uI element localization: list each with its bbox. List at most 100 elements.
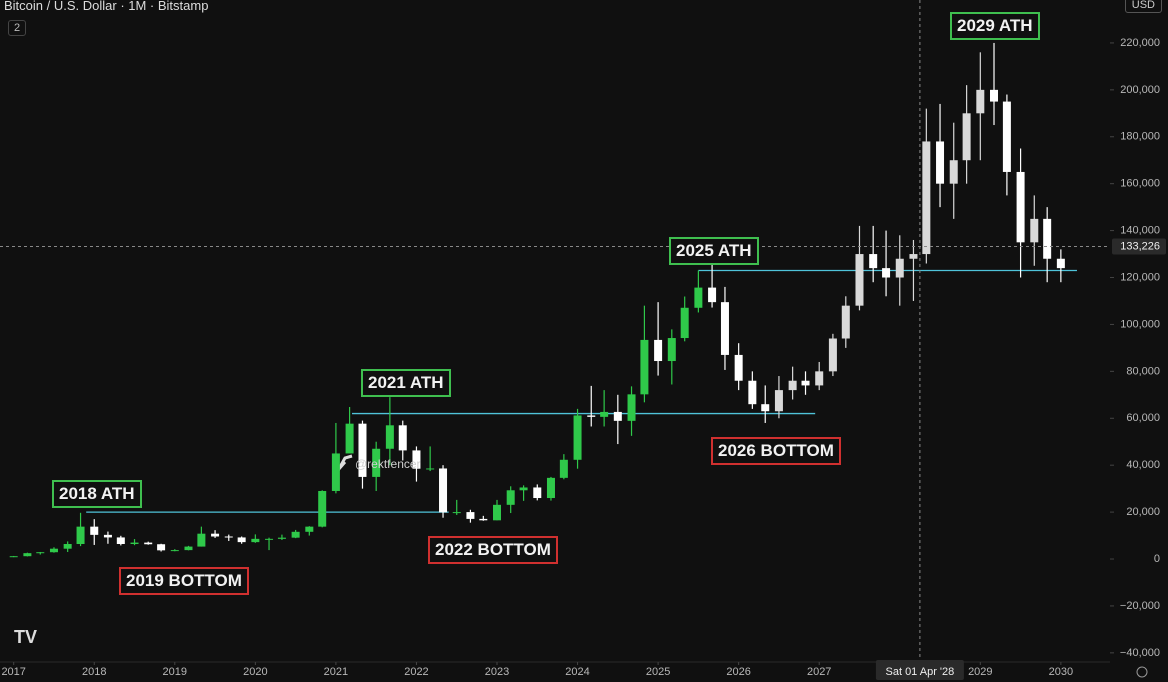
candle-body <box>372 448 381 477</box>
candle-body <box>9 556 18 558</box>
candle-body <box>331 453 340 491</box>
y-tick-label: 100,000 <box>1120 318 1160 330</box>
x-tick-label: 2029 <box>968 666 992 678</box>
candle-body <box>130 542 139 545</box>
indicator-badge[interactable]: 2 <box>8 20 27 36</box>
candle-body <box>90 526 99 535</box>
candle-body <box>708 287 717 303</box>
candle-body <box>265 538 274 540</box>
candle-body <box>1016 171 1025 243</box>
candle-body <box>774 390 783 412</box>
y-tick-label: −40,000 <box>1120 647 1160 659</box>
annotation: 2029 ATH <box>950 12 1040 40</box>
candle-body <box>976 89 985 114</box>
candle-body <box>788 380 797 391</box>
annotation: 2025 ATH <box>669 237 759 265</box>
candle-body <box>600 411 609 417</box>
candle-body <box>680 307 689 339</box>
x-tick-label: 2024 <box>565 666 589 678</box>
annotation: 2019 BOTTOM <box>119 567 249 595</box>
candle-body <box>990 89 999 102</box>
price-label-box <box>1112 238 1166 255</box>
x-tick-label: 2022 <box>404 666 428 678</box>
candle-body <box>49 548 58 553</box>
y-tick-label: −20,000 <box>1120 600 1160 612</box>
candle-body <box>237 537 246 543</box>
candle-body <box>546 477 555 499</box>
x-tick-label: 2021 <box>324 666 348 678</box>
candle-body <box>882 268 891 278</box>
x-tick-label: 2023 <box>485 666 509 678</box>
candle-body <box>466 512 475 519</box>
currency-button[interactable]: USD <box>1124 0 1162 13</box>
candle-body <box>720 302 729 355</box>
y-tick-label: 20,000 <box>1126 506 1160 518</box>
candle-body <box>251 538 260 543</box>
candle-body <box>801 380 810 386</box>
x-tick-label: 2020 <box>243 666 267 678</box>
candle-body <box>909 254 918 259</box>
candle-body <box>1002 101 1011 172</box>
candle-body <box>667 338 676 362</box>
candle-body <box>385 425 394 449</box>
candle-body <box>587 415 596 417</box>
candle-body <box>640 339 649 395</box>
symbol-title: Bitcoin / U.S. Dollar · 1M · Bitstamp <box>4 0 209 13</box>
x-tick-label: 2017 <box>1 666 25 678</box>
candle-body <box>305 526 314 532</box>
y-tick-label: 80,000 <box>1126 365 1160 377</box>
y-tick-label: 60,000 <box>1126 412 1160 424</box>
candle-body <box>855 254 864 306</box>
x-tick-label: 2018 <box>82 666 106 678</box>
annotation: 2018 ATH <box>52 480 142 508</box>
candle-body <box>197 533 206 547</box>
y-tick-label: 200,000 <box>1120 84 1160 96</box>
candle-body <box>869 254 878 269</box>
candle-body <box>36 552 45 554</box>
candle-body <box>841 305 850 339</box>
candle-body <box>116 537 125 545</box>
y-tick-label: 160,000 <box>1120 178 1160 190</box>
logo: TV <box>14 627 37 647</box>
candle-body <box>1030 218 1039 243</box>
candle-body <box>144 542 153 545</box>
date-label-box <box>875 660 964 680</box>
candle-body <box>277 537 286 539</box>
candle-body <box>895 258 904 278</box>
candle-body <box>157 544 166 551</box>
candle-body <box>694 287 703 308</box>
y-tick-label: 40,000 <box>1126 459 1160 471</box>
candle-body <box>493 504 502 521</box>
candle-body <box>224 536 233 538</box>
price-label: 133,226 <box>1120 240 1160 252</box>
annotation: 2026 BOTTOM <box>711 437 841 465</box>
candle-body <box>358 423 367 477</box>
candle-body <box>439 468 448 513</box>
candle-body <box>627 394 636 421</box>
candle-body <box>23 553 32 557</box>
candle-body <box>748 380 757 405</box>
watermark: @rektfencer <box>355 457 421 471</box>
candle-body <box>412 450 421 469</box>
candle-body <box>922 141 931 255</box>
y-tick-label: 120,000 <box>1120 271 1160 283</box>
candle-body <box>184 546 193 551</box>
candle-body <box>654 339 663 362</box>
y-tick-label: 140,000 <box>1120 225 1160 237</box>
candle-body <box>815 371 824 386</box>
candle-body <box>533 487 542 499</box>
date-label: Sat 01 Apr '28 <box>886 666 955 678</box>
settings-icon[interactable] <box>1136 666 1148 678</box>
annotation: 2022 BOTTOM <box>428 536 558 564</box>
candle-body <box>63 544 72 549</box>
y-tick-label: 220,000 <box>1120 37 1160 49</box>
x-tick-label: 2027 <box>807 666 831 678</box>
candle-body <box>211 533 220 537</box>
candle-body <box>936 141 945 184</box>
candle-body <box>345 423 354 454</box>
candle-body <box>1043 218 1052 259</box>
candle-body <box>291 531 300 538</box>
candle-body <box>318 490 327 527</box>
candle-body <box>761 404 770 412</box>
